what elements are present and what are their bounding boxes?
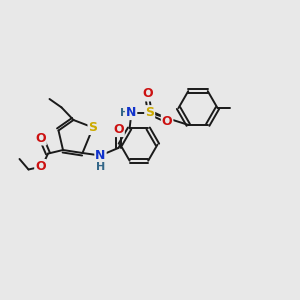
Text: O: O: [142, 88, 153, 100]
Text: H: H: [96, 161, 105, 172]
Text: O: O: [35, 160, 46, 173]
Text: N: N: [95, 148, 106, 162]
Text: O: O: [162, 115, 172, 128]
Text: S: S: [145, 106, 154, 119]
Text: H: H: [120, 108, 129, 118]
Text: O: O: [113, 123, 124, 136]
Text: O: O: [35, 131, 46, 145]
Text: S: S: [88, 121, 98, 134]
Text: N: N: [126, 106, 136, 119]
